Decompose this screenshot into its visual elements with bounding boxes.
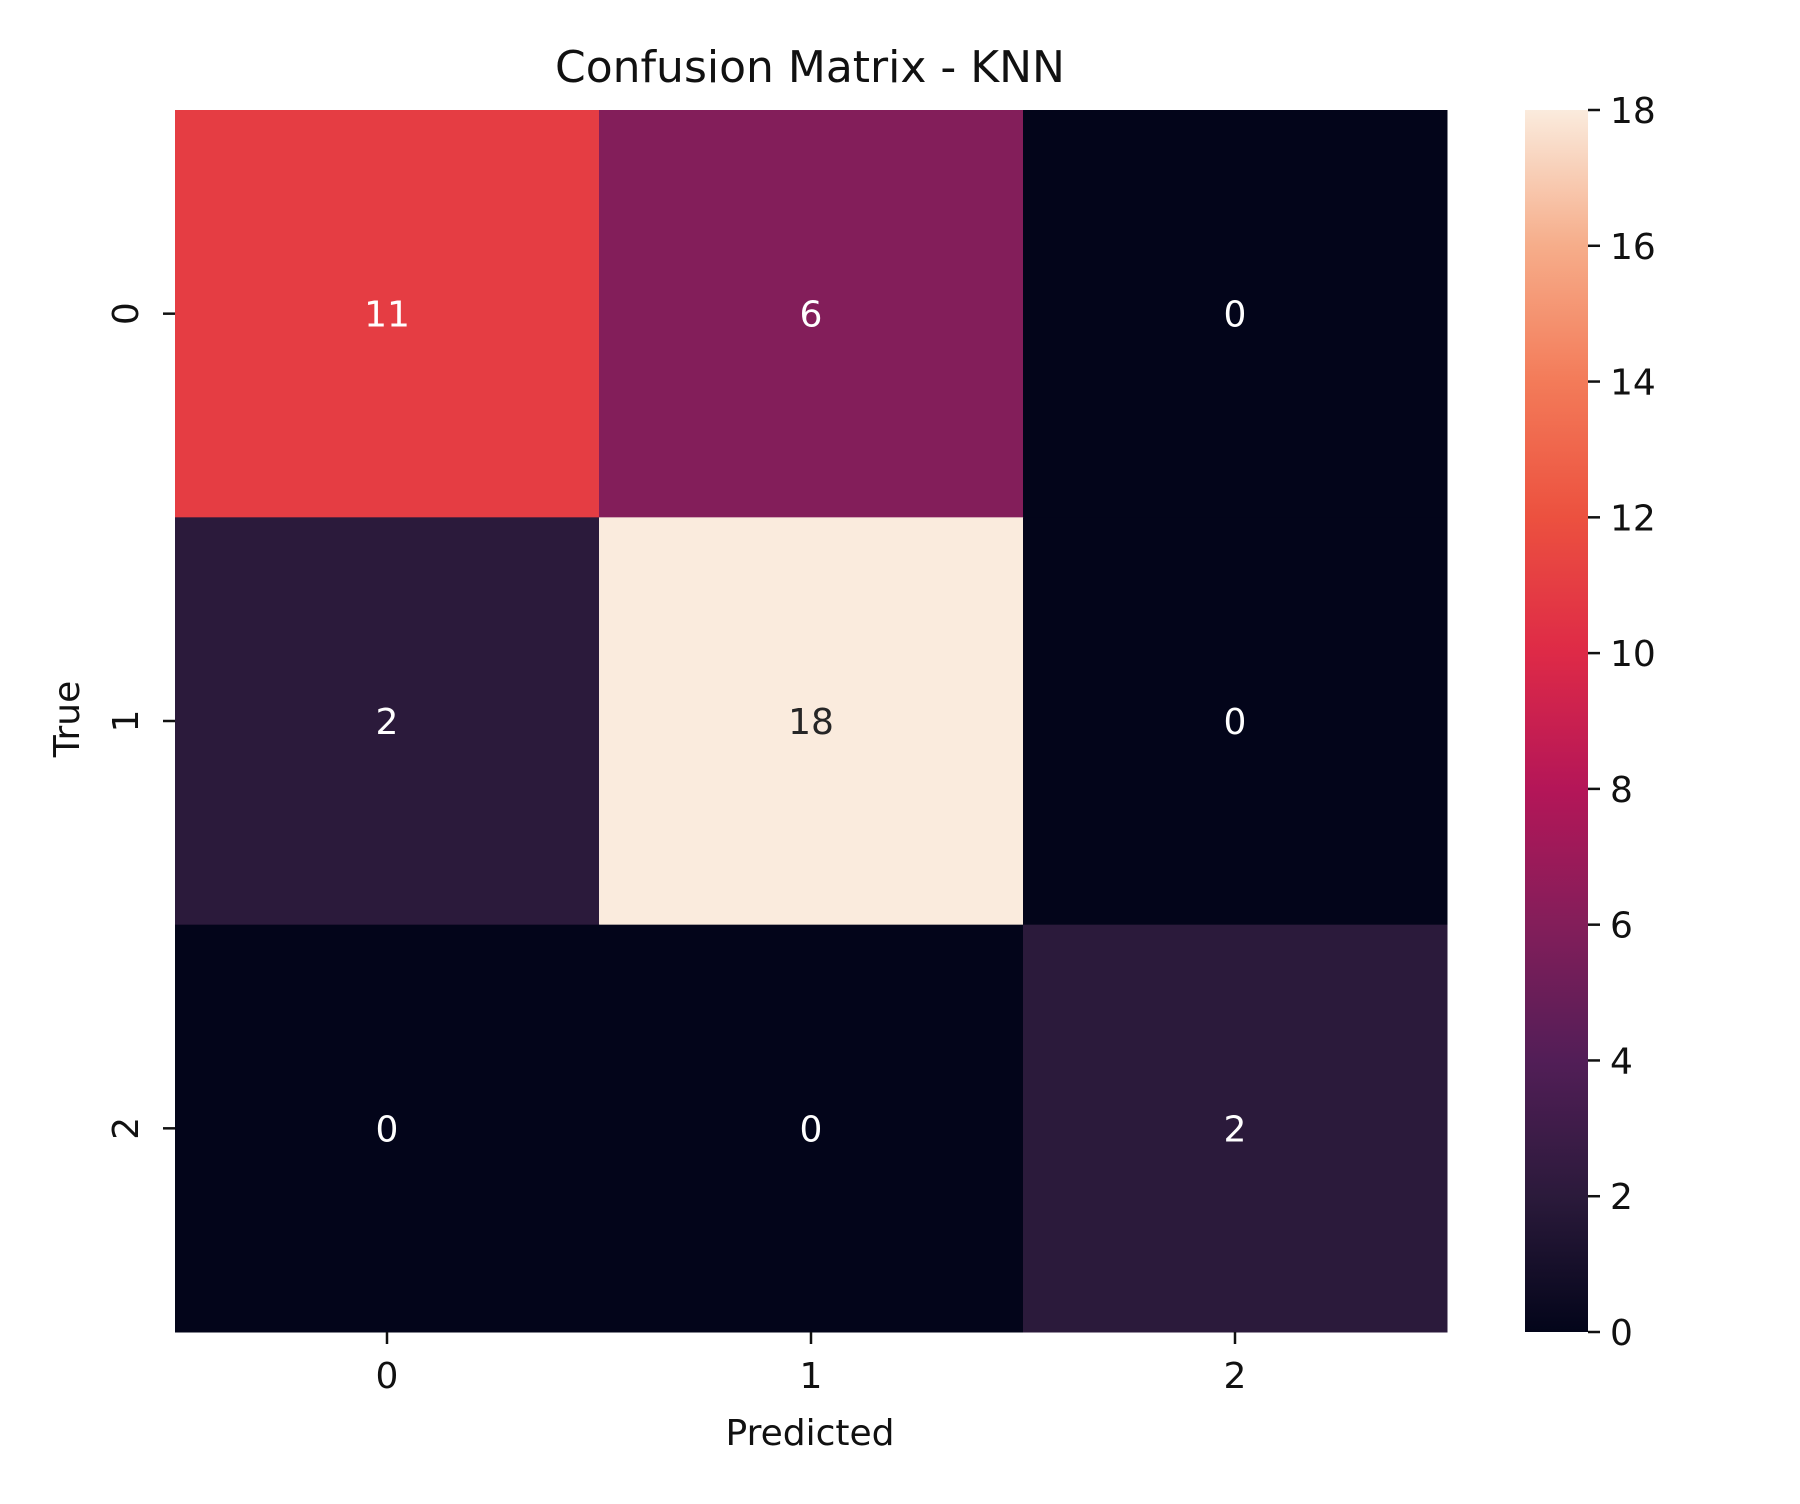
- x-axis-ticks: 0 1 2: [376, 1332, 1247, 1397]
- y-tick-label: 0: [106, 302, 147, 325]
- colorbar-tick-label: 0: [1610, 1313, 1633, 1354]
- colorbar-tick-label: 2: [1610, 1177, 1633, 1218]
- y-tick-label: 1: [106, 710, 147, 733]
- x-tick-label: 2: [1224, 1356, 1247, 1397]
- heatmap-cell: [175, 110, 600, 518]
- cell-value-label: 0: [800, 1109, 823, 1150]
- heatmap-cell: [175, 924, 600, 1333]
- colorbar-tick-label: 14: [1610, 363, 1656, 404]
- colorbar-tick-label: 4: [1610, 1041, 1633, 1082]
- cell-value-label: 0: [1224, 702, 1247, 743]
- x-axis-label: Predicted: [726, 1413, 895, 1454]
- x-tick-label: 0: [376, 1356, 399, 1397]
- colorbar-tick-label: 18: [1610, 91, 1656, 132]
- colorbar-tick-label: 12: [1610, 498, 1656, 539]
- colorbar-ticks: 0 2 4 6 8 10 12 14 16 18: [1588, 91, 1656, 1354]
- y-tick-label: 2: [106, 1117, 147, 1140]
- heatmap-cells: [175, 110, 1448, 1333]
- colorbar-tick-label: 10: [1610, 634, 1656, 675]
- heatmap-cell: [1023, 924, 1448, 1333]
- cell-value-label: 2: [376, 702, 399, 743]
- colorbar-tick-label: 8: [1610, 770, 1633, 811]
- heatmap-cell: [599, 924, 1024, 1333]
- colorbar-tick-label: 16: [1610, 227, 1656, 268]
- colorbar-tick-label: 6: [1610, 906, 1633, 947]
- heatmap-cell: [1023, 110, 1448, 518]
- cell-value-label: 18: [788, 702, 834, 743]
- cell-value-label: 2: [1224, 1109, 1247, 1150]
- cell-value-label: 0: [376, 1109, 399, 1150]
- heatmap-cell: [1023, 517, 1448, 926]
- x-tick-label: 1: [800, 1356, 823, 1397]
- chart-title: Confusion Matrix - KNN: [555, 42, 1065, 93]
- y-axis-ticks: 0 1 2: [106, 302, 175, 1140]
- heatmap-cell: [175, 517, 600, 926]
- y-axis-label: True: [47, 681, 88, 758]
- cell-value-label: 11: [364, 295, 410, 336]
- heatmap-cell: [599, 517, 1024, 926]
- heatmap-cell: [599, 110, 1024, 518]
- cell-annotations: 11 6 0 2 18 0 0 0 2: [364, 295, 1246, 1151]
- colorbar: [1525, 110, 1588, 1332]
- cell-value-label: 6: [800, 295, 823, 336]
- cell-value-label: 0: [1224, 295, 1247, 336]
